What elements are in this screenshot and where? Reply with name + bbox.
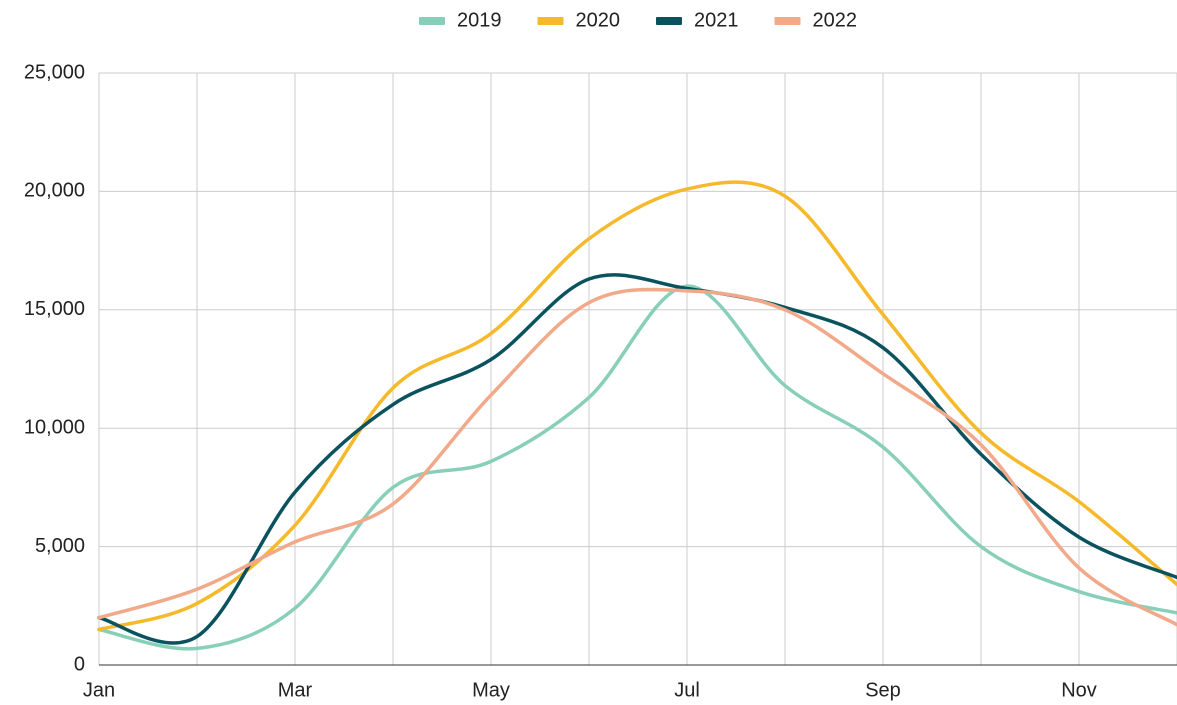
y-tick-label: 5,000 [35, 535, 85, 557]
series-line [97, 284, 1177, 651]
series-line [97, 287, 1177, 627]
y-tick-label: 10,000 [24, 416, 85, 438]
legend-label: 2021 [694, 9, 739, 31]
series-line [97, 180, 1177, 632]
y-tick-label: 25,000 [24, 61, 85, 83]
legend-swatch [774, 17, 801, 25]
legend-swatch [537, 17, 564, 25]
y-tick-label: 15,000 [24, 298, 85, 320]
x-tick-label: Nov [1061, 679, 1097, 701]
x-tick-label: Mar [278, 679, 313, 701]
series-line [97, 273, 1177, 645]
y-tick-label: 0 [74, 653, 85, 675]
legend: 2019 2020 2021 2022 [419, 9, 857, 31]
legend-label: 2022 [813, 9, 858, 31]
x-tick-label: Jul [674, 679, 700, 701]
y-tick-label: 20,000 [24, 180, 85, 202]
x-tick-label: May [472, 679, 510, 701]
x-tick-label: Sep [865, 679, 901, 701]
legend-label: 2020 [576, 9, 621, 31]
legend-swatch [656, 17, 682, 25]
legend-swatch [419, 17, 445, 25]
legend-label: 2019 [457, 9, 502, 31]
x-tick-label: Jan [83, 679, 115, 701]
